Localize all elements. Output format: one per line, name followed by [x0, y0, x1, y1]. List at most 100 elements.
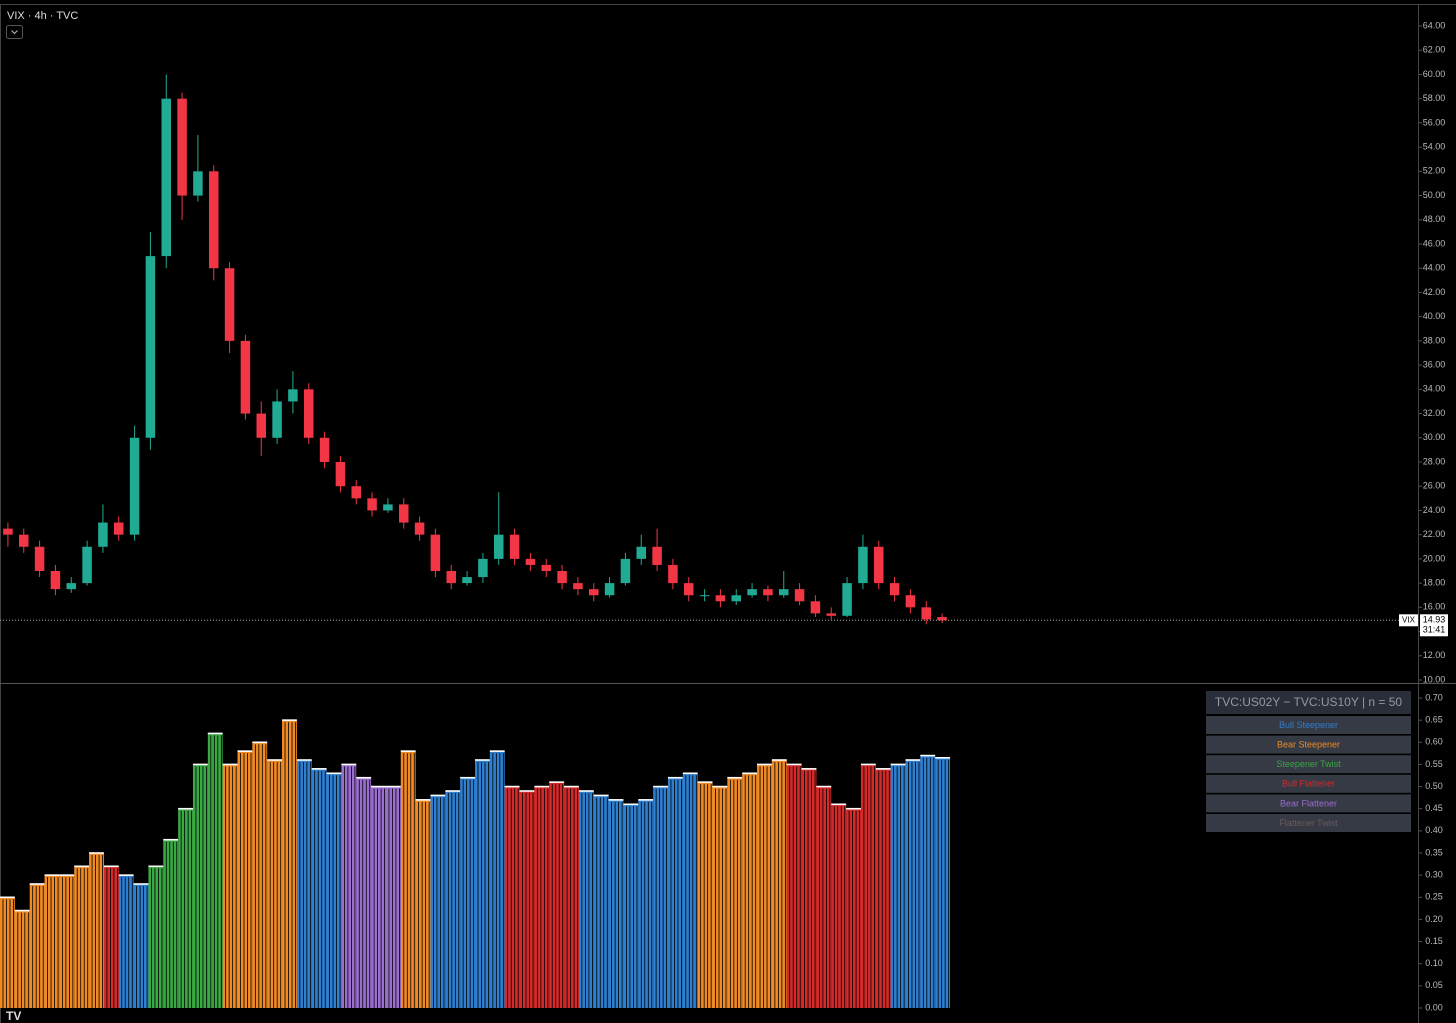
y-tick-label: 60.00 — [1423, 69, 1446, 79]
bar — [682, 773, 698, 1008]
price-tag — [1420, 614, 1448, 637]
bar — [89, 853, 104, 1008]
bar — [296, 760, 312, 1008]
bar — [935, 757, 950, 1008]
candle-body — [478, 558, 488, 578]
candle-body — [636, 546, 646, 559]
y-tick-label: 40.00 — [1423, 311, 1446, 321]
bar — [742, 773, 758, 1008]
bar — [920, 755, 936, 1008]
y-tick-label: 0.50 — [1425, 781, 1443, 791]
candle-body — [715, 595, 726, 602]
candle-body — [3, 528, 13, 535]
y-tick-label: 0.65 — [1425, 715, 1443, 725]
candle-body — [256, 413, 266, 438]
legend-entry: Bull Steepener — [1279, 720, 1338, 730]
candle-body — [193, 171, 203, 196]
candle-body — [66, 583, 76, 590]
candle-body — [272, 401, 282, 438]
legend-row — [1206, 794, 1411, 813]
bar — [44, 875, 60, 1008]
bar — [430, 795, 446, 1008]
candle-body — [494, 534, 504, 559]
bar — [549, 782, 565, 1008]
bar — [667, 777, 683, 1008]
bar — [846, 808, 861, 1008]
y-tick-label: 16.00 — [1423, 602, 1446, 612]
bar — [385, 786, 401, 1008]
y-tick-label: 0.25 — [1425, 892, 1443, 902]
y-tick-label: 52.00 — [1423, 166, 1446, 176]
candle-body — [414, 522, 425, 535]
bar — [831, 804, 847, 1008]
candle-body — [604, 583, 615, 596]
candle-body — [319, 437, 330, 462]
bar — [14, 910, 30, 1008]
y-tick-label: 0.05 — [1425, 980, 1443, 990]
bar — [222, 764, 238, 1008]
bar — [103, 866, 119, 1008]
bar — [163, 839, 179, 1008]
y-tick-label: 0.40 — [1425, 825, 1443, 835]
candle-body — [905, 595, 916, 608]
bar — [252, 742, 268, 1008]
y-tick-label: 62.00 — [1423, 45, 1446, 55]
candle-body — [34, 546, 45, 571]
y-tick-label: 0.10 — [1425, 958, 1443, 968]
bar — [890, 764, 906, 1008]
bar — [415, 799, 431, 1008]
chart-title: VIX · 4h · TVC — [7, 10, 78, 22]
candle-body — [224, 268, 235, 341]
candle-body — [684, 583, 694, 596]
legend-entry: Steepener Twist — [1276, 759, 1341, 769]
bar — [534, 786, 550, 1008]
candle-body — [383, 504, 393, 511]
bar — [460, 777, 475, 1008]
candle-body — [82, 546, 92, 584]
bar — [341, 764, 357, 1008]
bar — [282, 720, 297, 1008]
bar — [757, 764, 772, 1008]
y-tick-label: 0.20 — [1425, 914, 1443, 924]
bar — [786, 764, 802, 1008]
candle-body — [525, 558, 536, 565]
candle-body — [889, 583, 900, 596]
candle-body — [763, 589, 773, 596]
bar — [712, 786, 728, 1008]
bar — [504, 786, 520, 1008]
candle-body — [620, 558, 631, 584]
legend-entry: Flattener Twist — [1279, 818, 1338, 828]
bar — [653, 786, 668, 1008]
y-tick-label: 44.00 — [1423, 263, 1446, 273]
legend-row — [1206, 774, 1411, 793]
bar — [118, 875, 134, 1008]
price-tag-value: 14.93 — [1423, 615, 1446, 625]
y-tick-label: 10.00 — [1423, 674, 1446, 684]
candle-body — [747, 589, 757, 596]
bar — [475, 760, 490, 1008]
bar — [875, 768, 891, 1008]
candle-body — [842, 583, 852, 616]
candle-body — [573, 583, 583, 590]
y-tick-label: 36.00 — [1423, 359, 1446, 369]
bar — [400, 751, 416, 1008]
candle-body — [240, 340, 251, 414]
bar — [816, 786, 832, 1008]
y-tick-label: 0.60 — [1425, 737, 1443, 747]
legend-entry: Bear Flattener — [1280, 798, 1337, 808]
bar — [638, 799, 654, 1008]
bar — [489, 751, 505, 1008]
y-tick-label: 32.00 — [1423, 408, 1446, 418]
collapse-button[interactable] — [6, 25, 23, 39]
candle-body — [541, 564, 551, 571]
candle-body — [50, 571, 61, 590]
candle-body — [668, 564, 678, 584]
bar — [623, 804, 639, 1008]
candle-body — [731, 595, 741, 602]
legend-row — [1206, 735, 1411, 754]
bar — [178, 808, 193, 1008]
bar — [356, 777, 372, 1008]
price-tag-countdown: 31:41 — [1423, 625, 1446, 635]
candle-body — [367, 498, 377, 511]
